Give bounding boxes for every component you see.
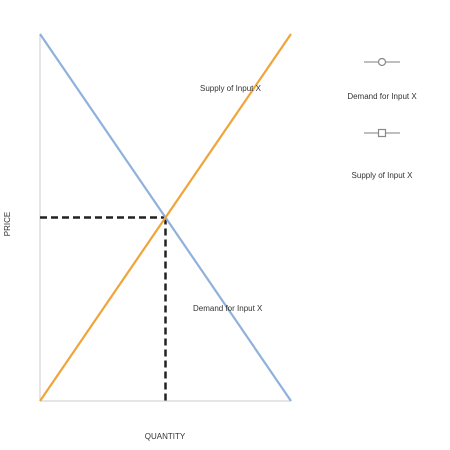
square-marker-icon [377, 128, 387, 138]
legend-item-demand[interactable]: Demand for Input X [347, 57, 417, 102]
supply-annotation: Supply of Input X [200, 84, 262, 93]
supply-line [39, 33, 292, 402]
circle-marker-icon [377, 57, 387, 67]
legend-supply-label: Supply of Input X [352, 171, 414, 180]
legend-item-supply[interactable]: Supply of Input X [352, 128, 414, 181]
x-axis-label: QUANTITY [145, 432, 186, 441]
y-axis-label: PRICE [3, 212, 12, 236]
demand-annotation: Demand for Input X [193, 304, 263, 313]
legend: Demand for Input X Supply of Input X [347, 57, 417, 181]
legend-demand-label: Demand for Input X [347, 92, 417, 101]
